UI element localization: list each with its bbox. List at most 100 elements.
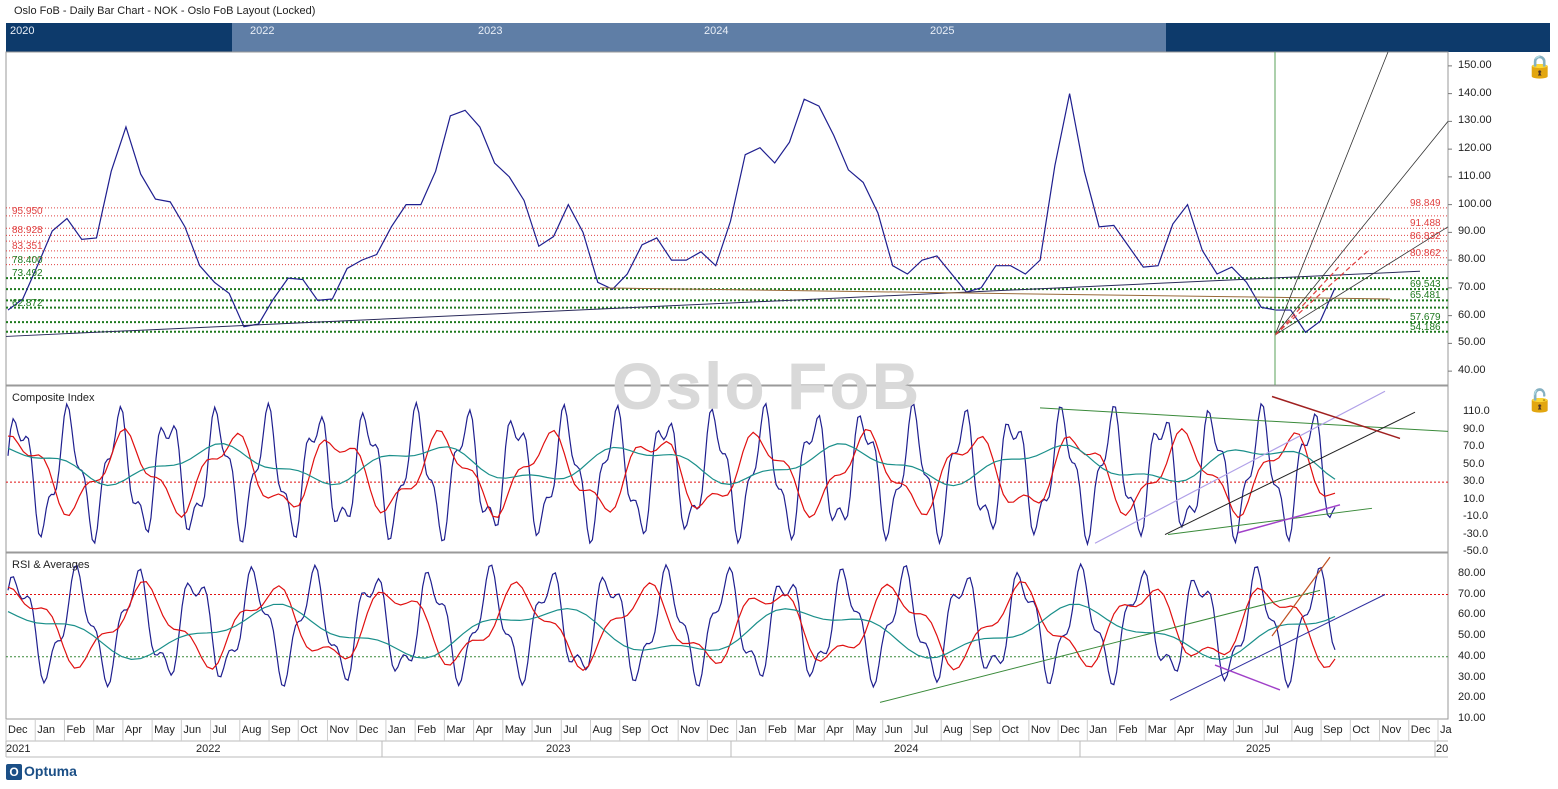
rsi-trend (1271, 556, 1331, 637)
x-month-label: Jun (1235, 724, 1254, 736)
x-month-label: Mar (1147, 724, 1167, 736)
support-label: 62.872 (12, 297, 43, 309)
support-label: 57.679 (1410, 312, 1441, 324)
x-year-label: 20 (1436, 743, 1449, 755)
price-series (7, 93, 1336, 334)
resistance-label: 80.862 (1410, 247, 1441, 259)
composite-y-tick: 30.0 (1463, 475, 1485, 488)
navigator-year: 2024 (704, 25, 729, 37)
x-year-label: 2021 (6, 743, 31, 755)
x-month-label: Dec (8, 724, 28, 736)
x-month-label: Feb (417, 724, 437, 736)
x-month-label: Dec (358, 724, 379, 736)
x-month-label: May (504, 724, 526, 736)
x-month-label: Apr (826, 724, 844, 736)
price-y-tick: 110.00 (1458, 169, 1491, 182)
x-month-label: Feb (66, 724, 86, 736)
x-month-label: Oct (1352, 724, 1370, 736)
x-month-label: Aug (1293, 724, 1314, 736)
navigator-year: 2023 (478, 25, 503, 37)
chart-title: Oslo FoB - Daily Bar Chart - NOK - Oslo … (14, 5, 316, 17)
x-month-label: Nov (680, 724, 700, 736)
x-month-label: Jun (884, 724, 903, 736)
rsi-y-tick: 20.00 (1458, 691, 1486, 704)
x-month-label: Jun (183, 724, 202, 736)
x-month-label: Oct (1001, 724, 1019, 736)
x-month-label: Apr (1176, 724, 1195, 736)
panel-frame (5, 552, 1449, 720)
logo-mark: O (6, 764, 22, 780)
x-month-label: Jan (387, 724, 406, 736)
composite-y-tick: 70.0 (1463, 440, 1485, 453)
x-month-label: Apr (124, 724, 143, 736)
support-label: 73.492 (12, 268, 43, 280)
panel-frame (5, 385, 1449, 553)
price-y-tick: 140.00 (1458, 86, 1492, 99)
x-month-label: Jan (738, 724, 757, 736)
lock-icon[interactable]: 🔓 (1526, 388, 1554, 413)
rsi-y-tick: 10.00 (1458, 712, 1486, 724)
support-label: 54.186 (1410, 321, 1441, 333)
x-month-label: Ja (1440, 724, 1452, 736)
navigator-year: 2025 (930, 25, 955, 37)
x-month-label: Sep (1323, 724, 1343, 736)
x-month-label: Nov (1381, 724, 1402, 736)
price-y-tick: 40.00 (1458, 364, 1486, 377)
rsi-trend (879, 589, 1321, 703)
x-month-label: May (855, 724, 877, 736)
composite-y-tick: -10.0 (1463, 510, 1489, 523)
price-y-tick: 90.00 (1458, 225, 1486, 238)
x-month-label: Nov (329, 724, 350, 736)
composite-y-tick: 90.0 (1463, 422, 1485, 435)
trend-line (5, 270, 1421, 337)
rsi-y-tick: 40.00 (1458, 649, 1486, 662)
x-month-label: Jul (563, 724, 578, 736)
support-label: 69.543 (1410, 279, 1441, 291)
composite-trend (1039, 407, 1449, 432)
navigator-window[interactable] (232, 23, 1166, 52)
rsi-series (7, 562, 1336, 689)
x-month-label: Jan (1089, 724, 1108, 736)
x-month-label: Apr (475, 724, 493, 736)
lock-icon[interactable]: 🔒 (1526, 54, 1554, 79)
fan-line (1274, 226, 1449, 336)
x-month-label: Sep (621, 724, 642, 736)
resistance-label: 98.849 (1410, 197, 1441, 209)
composite-y-tick: 50.0 (1463, 457, 1485, 470)
x-month-label: Aug (241, 724, 262, 736)
rsi-panel-title: RSI & Averages (12, 559, 90, 571)
fan-line (1274, 121, 1449, 336)
fan-line (1274, 51, 1389, 336)
rsi-slow-average (7, 603, 1336, 661)
x-month-label: Mar (95, 724, 115, 736)
x-month-label: May (154, 724, 175, 736)
resistance-label: 88.928 (12, 225, 43, 237)
price-y-tick: 50.00 (1458, 336, 1486, 349)
x-month-label: Oct (300, 724, 318, 736)
watermark: Oslo FoB (612, 349, 922, 423)
x-month-label: Dec (1410, 724, 1431, 736)
rsi-trend (1169, 594, 1386, 701)
x-month-label: Feb (767, 724, 787, 736)
navigator-year: 2022 (250, 25, 275, 37)
x-year-label: 2025 (1246, 743, 1271, 755)
rsi-y-tick: 80.00 (1458, 566, 1486, 579)
price-y-tick: 60.00 (1458, 308, 1486, 321)
price-y-tick: 100.00 (1458, 197, 1492, 210)
rsi-y-tick: 70.00 (1458, 587, 1486, 600)
logo-text: Optuma (24, 763, 77, 779)
date-navigator[interactable]: 2020 2022 2023 2024 2025 (6, 23, 1550, 52)
navigator-year: 2020 (10, 25, 35, 37)
x-year-label: 2024 (894, 743, 919, 755)
price-y-tick: 70.00 (1458, 280, 1486, 293)
dashed-trend (1274, 248, 1371, 336)
x-month-label: Jan (37, 724, 55, 736)
trend-line (599, 287, 1391, 300)
x-month-label: Dec (1060, 724, 1080, 736)
composite-y-tick: 110.0 (1463, 405, 1490, 418)
x-month-label: Aug (943, 724, 963, 736)
composite-trend (1167, 507, 1373, 536)
x-month-label: Oct (650, 724, 669, 736)
rsi-y-tick: 30.00 (1458, 670, 1486, 683)
